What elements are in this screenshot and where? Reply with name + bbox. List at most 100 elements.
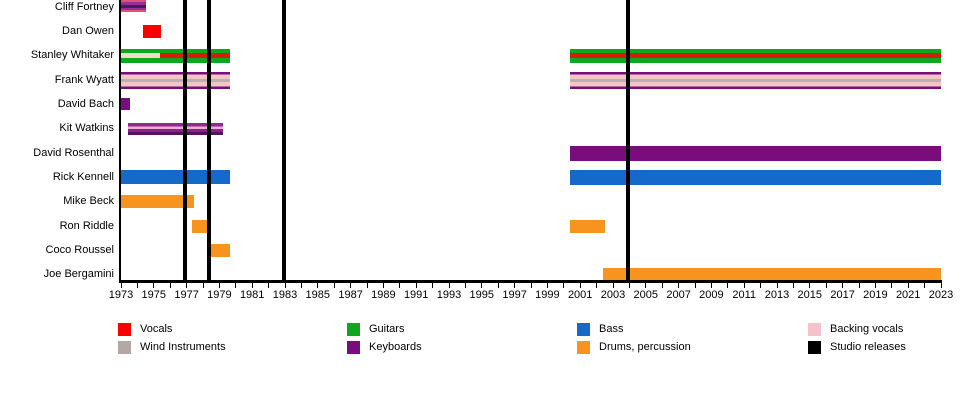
axis-tick <box>546 283 548 288</box>
axis-tick <box>825 283 827 288</box>
axis-tick <box>481 283 483 288</box>
axis-tick-label: 2001 <box>567 289 593 301</box>
axis-tick <box>153 283 155 288</box>
legend-label: Wind Instruments <box>140 341 226 353</box>
member-label: Mike Beck <box>63 195 114 208</box>
axis-tick-label: 2003 <box>600 289 626 301</box>
release-line <box>182 0 187 280</box>
member-bar <box>570 145 941 161</box>
member-bar <box>121 0 146 12</box>
axis-tick-label: 1977 <box>174 289 199 301</box>
axis-tick <box>661 283 663 288</box>
axis-tick-label: 2019 <box>863 289 888 301</box>
axis-tick-label: 2013 <box>764 289 790 301</box>
legend-swatch <box>347 341 360 354</box>
axis-tick-label: 2023 <box>928 289 954 301</box>
legend-swatch <box>808 323 821 336</box>
axis-tick-label: 1991 <box>403 289 429 301</box>
axis-tick <box>924 283 926 288</box>
axis-tick <box>399 283 401 288</box>
axis-tick-label: 1975 <box>141 289 167 301</box>
y-axis <box>119 0 121 280</box>
member-bar <box>570 169 941 185</box>
member-label: Kit Watkins <box>59 122 114 135</box>
member-bar <box>570 71 941 89</box>
axis-tick <box>645 283 647 288</box>
axis-tick <box>612 283 614 288</box>
axis-tick <box>891 283 893 288</box>
x-axis <box>119 280 942 283</box>
member-bar <box>603 268 941 282</box>
legend-swatch <box>118 341 131 354</box>
member-bar <box>121 195 194 209</box>
legend-swatch <box>577 323 590 336</box>
axis-tick <box>842 283 844 288</box>
member-bar <box>570 48 941 63</box>
axis-tick-label: 2015 <box>797 289 823 301</box>
axis-tick-label: 1973 <box>108 289 134 301</box>
legend-swatch <box>118 323 131 336</box>
release-line <box>282 0 287 280</box>
member-label: Rick Kennell <box>52 170 114 183</box>
axis-tick <box>858 283 860 288</box>
member-bar <box>143 24 162 38</box>
axis-tick <box>218 283 220 288</box>
member-bar <box>210 244 231 257</box>
axis-tick-label: 2009 <box>699 289 724 301</box>
axis-tick-label: 2007 <box>666 289 691 301</box>
axis-tick <box>530 283 532 288</box>
legend-label: Keyboards <box>369 341 422 353</box>
legend-label: Guitars <box>369 323 405 335</box>
member-label: David Rosenthal <box>33 146 114 159</box>
axis-tick-label: 1985 <box>305 289 331 301</box>
axis-tick-label: 1987 <box>338 289 363 301</box>
axis-tick <box>874 283 876 288</box>
member-bar <box>121 98 131 111</box>
axis-tick <box>579 283 581 288</box>
axis-tick <box>792 283 794 288</box>
axis-tick <box>710 283 712 288</box>
axis-tick-label: 2011 <box>732 289 757 301</box>
axis-tick <box>497 283 499 288</box>
axis-tick <box>120 283 122 288</box>
axis-tick <box>382 283 384 288</box>
axis-tick <box>186 283 188 288</box>
member-label: Coco Roussel <box>45 244 114 256</box>
axis-tick <box>678 283 680 288</box>
member-bar <box>128 122 223 135</box>
axis-tick <box>284 283 286 288</box>
axis-tick <box>809 283 811 288</box>
legend-swatch <box>577 341 590 354</box>
axis-tick <box>940 283 942 288</box>
member-bar <box>121 170 231 185</box>
axis-tick <box>350 283 352 288</box>
axis-tick <box>464 283 466 288</box>
member-label: Stanley Whitaker <box>30 49 114 62</box>
axis-tick <box>202 283 204 288</box>
axis-tick <box>235 283 237 288</box>
axis-tick-label: 2017 <box>830 289 855 301</box>
legend-label: Bass <box>599 323 624 335</box>
member-label: Joe Bergamini <box>43 268 114 281</box>
axis-tick <box>333 283 335 288</box>
release-line <box>625 0 630 280</box>
legend-swatch <box>808 341 821 354</box>
member-bar <box>570 219 605 233</box>
legend-label: Studio releases <box>830 341 906 353</box>
axis-tick <box>317 283 319 288</box>
member-label: Dan Owen <box>62 24 114 37</box>
member-bar <box>121 71 231 89</box>
axis-tick <box>776 283 778 288</box>
axis-tick <box>743 283 745 288</box>
legend-swatch <box>347 323 360 336</box>
axis-tick <box>432 283 434 288</box>
axis-tick <box>563 283 565 288</box>
member-bar <box>192 219 210 233</box>
member-label: Cliff Fortney <box>54 0 114 13</box>
axis-tick <box>760 283 762 288</box>
axis-tick-label: 2021 <box>895 289 921 301</box>
member-label: Frank Wyatt <box>54 73 114 86</box>
axis-tick <box>169 283 171 288</box>
axis-tick-label: 1989 <box>371 289 396 301</box>
